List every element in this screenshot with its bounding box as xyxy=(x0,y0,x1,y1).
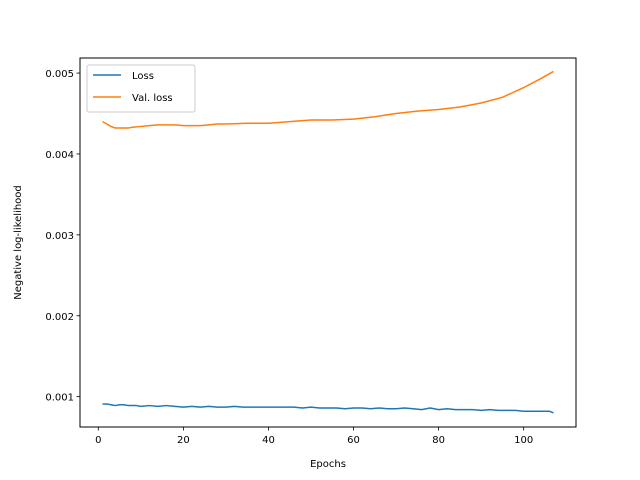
plot-lines xyxy=(102,70,554,414)
x-tick-label: 100 xyxy=(514,435,533,446)
x-tick-label: 0 xyxy=(95,435,101,446)
legend-label-loss: Loss xyxy=(132,71,154,82)
x-axis-label: Epochs xyxy=(310,459,346,470)
y-tick-label: 0.005 xyxy=(45,69,74,80)
y-axis-ticks: 0.001 0.002 0.003 0.004 0.005 xyxy=(45,69,80,404)
series-line-val-loss xyxy=(102,70,554,129)
x-tick-label: 40 xyxy=(262,435,275,446)
x-tick-label: 20 xyxy=(177,435,190,446)
legend-label-val-loss: Val. loss xyxy=(132,93,173,104)
x-tick-label: 80 xyxy=(432,435,445,446)
x-axis-ticks: 0 20 40 60 80 100 xyxy=(95,427,533,446)
legend-box xyxy=(86,64,196,113)
y-tick-label: 0.001 xyxy=(45,393,74,404)
series-line-loss xyxy=(102,403,554,414)
x-tick-label: 60 xyxy=(347,435,360,446)
y-axis-label: Negative log-likelihood xyxy=(13,185,24,300)
legend: Loss Val. loss xyxy=(86,64,196,113)
y-tick-label: 0.004 xyxy=(45,150,74,161)
y-tick-label: 0.002 xyxy=(45,312,74,323)
y-tick-label: 0.003 xyxy=(45,231,74,242)
axes-frame xyxy=(79,57,577,428)
